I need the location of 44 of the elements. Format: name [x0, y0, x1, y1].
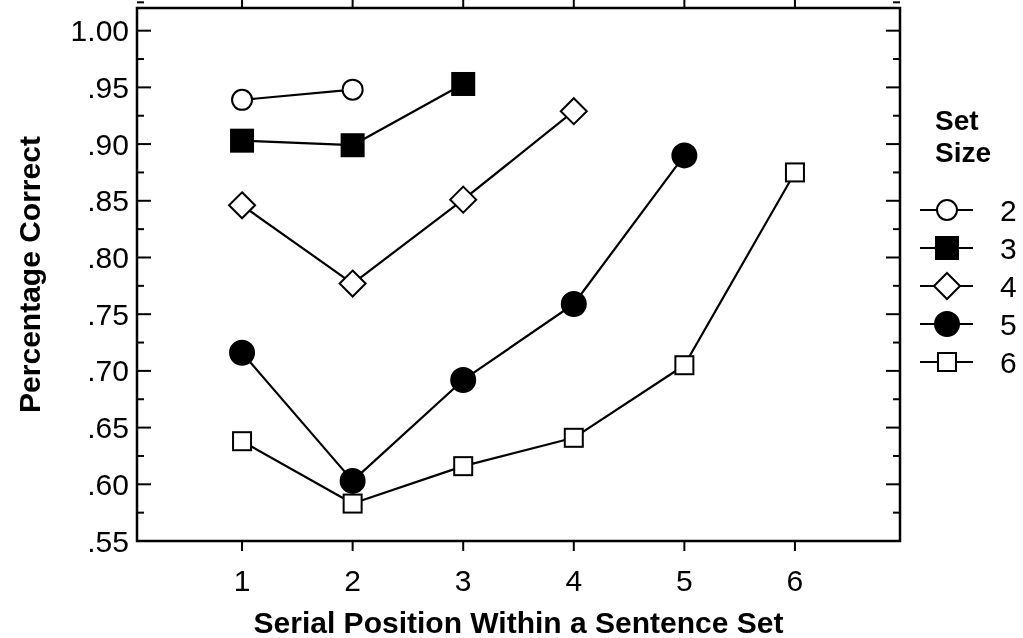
point: [449, 185, 478, 214]
point: [671, 142, 698, 169]
x-tick-label: 1: [233, 564, 251, 597]
point: [342, 493, 363, 514]
y-tick-label: .95: [87, 70, 129, 104]
point: [784, 162, 805, 183]
point: [340, 133, 365, 158]
x-tick-label: 6: [786, 564, 804, 597]
y-tick-label: .75: [87, 297, 129, 331]
x-tick-label: 3: [454, 564, 472, 597]
y-tick-label: .60: [87, 467, 129, 501]
point: [453, 456, 474, 477]
point: [674, 355, 695, 376]
point: [451, 71, 476, 96]
y-tick-label: .65: [87, 411, 129, 445]
y-tick-label: .90: [87, 127, 129, 161]
legend-label: 2: [1000, 193, 1017, 227]
point: [229, 339, 256, 366]
y-tick-label: .85: [87, 184, 129, 218]
x-tick-label: 4: [565, 564, 583, 597]
y-tick-label: .80: [87, 240, 129, 274]
y-tick-label: 1.00: [70, 14, 129, 48]
point: [563, 427, 584, 448]
point: [228, 191, 257, 220]
y-tick-label: .70: [87, 354, 129, 388]
x-tick-label: 5: [676, 564, 693, 597]
point: [231, 88, 254, 111]
legend-title: Set Size: [935, 105, 992, 168]
point: [230, 128, 255, 153]
x-axis-title: Serial Position Within a Sentence Set: [253, 606, 784, 638]
point: [232, 431, 253, 452]
legend-label: 4: [1000, 269, 1017, 303]
x-tick-label: 2: [344, 564, 361, 597]
point: [339, 467, 366, 494]
legend-label: 5: [1000, 307, 1017, 341]
y-tick-label: .55: [87, 524, 129, 558]
point: [560, 290, 587, 317]
point: [450, 366, 477, 393]
legend-label: 3: [1000, 231, 1017, 265]
point: [338, 269, 367, 298]
point: [341, 78, 364, 101]
point: [559, 97, 588, 126]
legend-label: 6: [1000, 345, 1017, 379]
y-axis-title: Percentage Correct: [13, 136, 46, 413]
